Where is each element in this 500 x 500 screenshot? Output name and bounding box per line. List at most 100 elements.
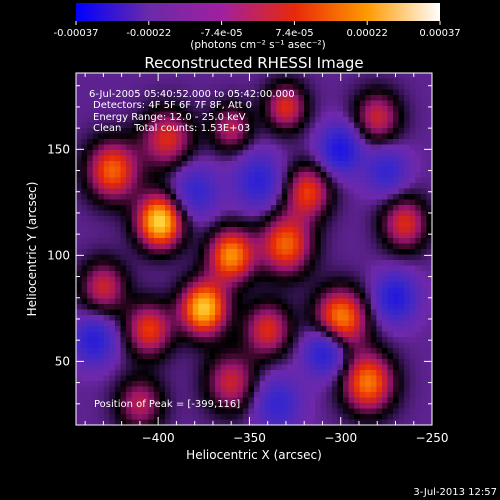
- heatmap-cell: [187, 155, 194, 162]
- heatmap-cell: [192, 304, 199, 310]
- heatmap-cell: [404, 414, 411, 420]
- heatmap-cell: [292, 166, 299, 173]
- heatmap-cell: [287, 106, 294, 112]
- heatmap-cell: [287, 304, 294, 310]
- heatmap-cell: [420, 370, 427, 376]
- heatmap-cell: [92, 199, 99, 206]
- heatmap-cell: [381, 276, 388, 283]
- heatmap-cell: [331, 117, 338, 123]
- heatmap-cell: [381, 210, 388, 217]
- heatmap-cell: [170, 232, 177, 239]
- heatmap-cell: [376, 106, 383, 112]
- heatmap-cell: [226, 276, 233, 283]
- heatmap-cell: [103, 243, 110, 250]
- heatmap-cell: [270, 375, 277, 382]
- heatmap-cell: [420, 139, 427, 145]
- heatmap-cell: [103, 392, 110, 398]
- heatmap-cell: [98, 282, 105, 288]
- heatmap-cell: [387, 73, 394, 79]
- heatmap-cell: [231, 304, 238, 310]
- heatmap-cell: [337, 397, 344, 404]
- heatmap-cell: [114, 232, 121, 239]
- heatmap-cell: [220, 375, 227, 382]
- heatmap-cell: [398, 111, 405, 118]
- heatmap-cell: [420, 392, 427, 398]
- heatmap-cell: [126, 133, 133, 140]
- heatmap-cell: [142, 205, 149, 211]
- heatmap-cell: [326, 403, 333, 409]
- heatmap-cell: [92, 111, 99, 118]
- heatmap-cell: [365, 392, 372, 398]
- heatmap-cell: [198, 188, 205, 195]
- heatmap-cell: [187, 232, 194, 239]
- heatmap-cell: [254, 276, 260, 283]
- heatmap-cell: [281, 260, 288, 266]
- heatmap-cell: [242, 216, 249, 222]
- heatmap-cell: [148, 326, 155, 332]
- heatmap-cell: [215, 309, 222, 316]
- heatmap-cell: [231, 298, 238, 305]
- heatmap-cell: [109, 342, 116, 349]
- heatmap-cell: [404, 144, 411, 151]
- heatmap-cell: [126, 238, 133, 244]
- heatmap-cell: [159, 408, 166, 415]
- heatmap-cell: [309, 100, 316, 107]
- heatmap-cell: [120, 403, 127, 409]
- heatmap-cell: [203, 342, 210, 349]
- heatmap-cell: [242, 221, 249, 228]
- heatmap-cell: [237, 199, 244, 206]
- heatmap-cell: [103, 414, 110, 420]
- heatmap-cell: [415, 100, 422, 107]
- heatmap-cell: [409, 177, 416, 184]
- heatmap-cell: [326, 370, 333, 376]
- heatmap-cell: [309, 408, 316, 415]
- heatmap-cell: [237, 397, 244, 404]
- heatmap-cell: [153, 89, 160, 96]
- heatmap-cell: [292, 359, 299, 365]
- heatmap-cell: [404, 166, 411, 173]
- heatmap-cell: [254, 100, 260, 107]
- heatmap-cell: [387, 100, 394, 107]
- heatmap-cell: [320, 353, 327, 360]
- heatmap-cell: [209, 397, 216, 404]
- heatmap-cell: [170, 106, 177, 112]
- heatmap-cell: [398, 221, 405, 228]
- heatmap-cell: [87, 326, 94, 332]
- heatmap-cell: [153, 183, 160, 189]
- heatmap-cell: [304, 243, 311, 250]
- heatmap-cell: [148, 304, 155, 310]
- heatmap-cell: [348, 309, 355, 316]
- annotation-energy: Energy Range: 12.0 - 25.0 keV: [93, 112, 246, 123]
- heatmap-cell: [92, 287, 99, 294]
- heatmap-cell: [181, 370, 188, 376]
- heatmap-cell: [209, 359, 216, 365]
- heatmap-cell: [237, 78, 244, 85]
- heatmap-cell: [415, 326, 422, 332]
- heatmap-cell: [192, 95, 199, 101]
- heatmap-cell: [76, 304, 82, 310]
- heatmap-cell: [331, 205, 338, 211]
- heatmap-cell: [237, 381, 244, 387]
- heatmap-cell: [81, 155, 88, 162]
- heatmap-cell: [203, 194, 210, 200]
- heatmap-cell: [359, 419, 366, 425]
- heatmap-cell: [276, 370, 283, 376]
- heatmap-cell: [331, 342, 338, 349]
- heatmap-cell: [242, 133, 249, 140]
- heatmap-cell: [365, 375, 372, 382]
- heatmap-cell: [398, 254, 405, 261]
- heatmap-cell: [287, 249, 294, 255]
- heatmap-cell: [242, 419, 249, 425]
- heatmap-cell: [187, 95, 194, 101]
- heatmap-cell: [153, 227, 160, 233]
- heatmap-cell: [370, 403, 377, 409]
- heatmap-cell: [137, 315, 144, 321]
- heatmap-cell: [226, 84, 233, 90]
- heatmap-cell: [381, 326, 388, 332]
- heatmap-cell: [409, 117, 416, 123]
- heatmap-cell: [315, 78, 322, 85]
- heatmap-cell: [248, 326, 255, 332]
- heatmap-cell: [237, 243, 244, 250]
- heatmap-cell: [298, 364, 305, 371]
- heatmap-cell: [415, 315, 422, 321]
